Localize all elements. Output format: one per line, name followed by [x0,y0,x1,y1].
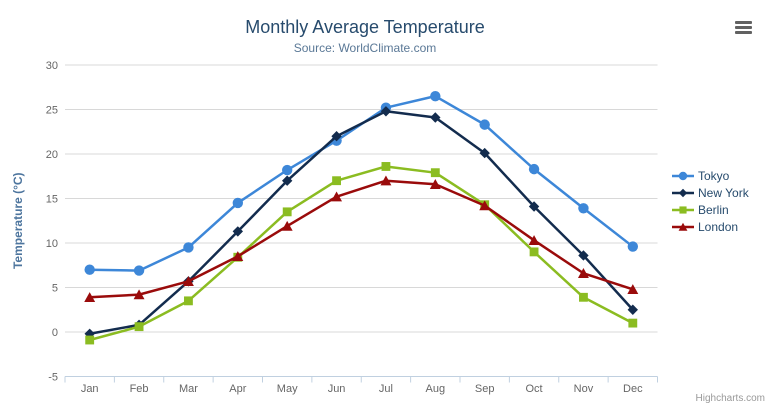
legend-item-berlin[interactable]: Berlin [672,201,749,218]
legend-item-label: Tokyo [698,168,730,183]
y-axis-label: 0 [52,327,58,339]
series-london-marker-triangle-icon[interactable] [281,220,293,231]
y-axis-label: -5 [48,372,58,384]
x-axis-label: Feb [130,383,149,395]
x-axis-label: Aug [426,383,446,395]
y-axis-title: Temperature (°C) [11,172,25,269]
series-london-marker-triangle-icon[interactable] [528,235,540,246]
hamburger-icon [735,26,752,29]
series-london-line [88,179,635,299]
legend-new-york-glyph [672,188,694,197]
chart-title: Monthly Average Temperature [245,17,485,37]
series-tokyo-marker-circle-icon[interactable] [133,265,145,276]
series-new-york-marker-diamond-icon [678,188,688,197]
series-new-york-marker-diamond-icon[interactable] [331,131,342,142]
series-berlin-marker-square-icon[interactable] [282,207,292,217]
credits-link[interactable]: Highcharts.com [695,393,765,404]
legend-tokyo-glyph [672,171,694,180]
series-london-marker-triangle-icon[interactable] [479,200,491,211]
series-london-marker-triangle-icon[interactable] [84,292,96,302]
series-tokyo-marker-circle-icon[interactable] [232,197,244,209]
series-berlin-marker-square-icon[interactable] [332,176,341,186]
legend-berlin-glyph [672,205,694,214]
series-tokyo-marker-circle-icon[interactable] [84,264,95,275]
series-berlin-marker-square-icon[interactable] [579,292,588,302]
series-tokyo-marker-circle-icon[interactable] [479,119,490,130]
series-tokyo-marker-circle-icon[interactable] [430,90,441,102]
series-london-marker-triangle-icon[interactable] [133,289,145,300]
legend-london-glyph [672,222,694,231]
y-axis-label: 30 [46,60,58,72]
y-axis-label: 20 [46,149,58,161]
series-london-marker-triangle-icon[interactable] [380,175,392,186]
series-tokyo-marker-circle-icon[interactable] [627,241,639,252]
series-tokyo-marker-circle-icon[interactable] [183,242,194,253]
legend-item-tokyo[interactable]: Tokyo [672,167,749,184]
series-tokyo-marker-circle-icon[interactable] [281,164,293,176]
hamburger-icon [735,21,752,24]
series-berlin-marker-square-icon[interactable] [430,168,440,178]
y-axis-label: 15 [46,194,58,206]
series-new-york-marker-diamond-icon[interactable] [479,147,490,159]
series-new-york-line [88,110,635,336]
x-axis-label: Jul [379,383,393,395]
series-berlin-marker-square-icon[interactable] [184,296,193,306]
chart-subtitle: Source: WorldClimate.com [293,41,437,55]
series-tokyo-marker-circle-icon[interactable] [528,163,540,175]
series-tokyo-marker-circle-icon [678,171,688,180]
series-london-marker-triangle-icon[interactable] [577,268,589,278]
y-axis-label: 10 [46,238,58,250]
series-new-york-marker-diamond-icon[interactable] [430,112,441,123]
series-london-marker-triangle-icon[interactable] [232,251,244,262]
series-berlin-line [88,165,635,342]
series-new-york-marker-diamond-icon[interactable] [627,304,639,315]
series-new-york-marker-diamond-icon[interactable] [281,175,293,186]
series-london-marker-triangle-icon[interactable] [182,276,194,286]
series-london-marker-triangle-icon[interactable] [627,284,639,294]
hamburger-icon [735,31,752,34]
y-axis-label: 25 [46,105,58,117]
x-axis-label: Dec [623,383,643,395]
series-new-york-marker-diamond-icon[interactable] [528,201,540,212]
legend-item-label: London [698,219,739,234]
series-new-york-marker-diamond-icon[interactable] [380,106,392,117]
legend-item-label: New York [698,185,749,200]
series-berlin-marker-square-icon[interactable] [134,322,144,332]
legend-item-label: Berlin [698,202,729,217]
x-axis-label: Oct [526,383,543,395]
series-tokyo-line [88,94,635,272]
series-berlin-marker-square-icon[interactable] [628,318,638,328]
legend: Tokyo New York Berlin London [672,167,749,235]
series-berlin-marker-square-icon[interactable] [529,247,539,257]
series-berlin-marker-square-icon [679,205,687,214]
x-axis-label: Sep [475,383,495,395]
x-axis-label: Jun [328,383,346,395]
series-tokyo-marker-circle-icon[interactable] [578,203,589,214]
x-axis-label: May [277,383,298,395]
legend-item-new-york[interactable]: New York [672,184,749,201]
series-berlin-marker-square-icon[interactable] [381,162,391,171]
series-new-york-marker-diamond-icon[interactable] [232,226,244,237]
x-axis-label: Jan [81,383,99,395]
legend-item-london[interactable]: London [672,218,749,235]
y-axis-label: 5 [52,283,58,295]
series-london-marker-triangle-icon [678,222,688,231]
x-axis-label: Nov [574,383,594,395]
x-axis-label: Apr [229,383,246,395]
series-berlin-marker-square-icon[interactable] [85,335,95,345]
series-london-marker-triangle-icon[interactable] [331,191,343,202]
export-menu-button[interactable] [735,20,753,39]
series-london-marker-triangle-icon[interactable] [429,179,441,189]
series-new-york-marker-diamond-icon[interactable] [578,250,589,261]
x-axis-label: Mar [179,383,198,395]
